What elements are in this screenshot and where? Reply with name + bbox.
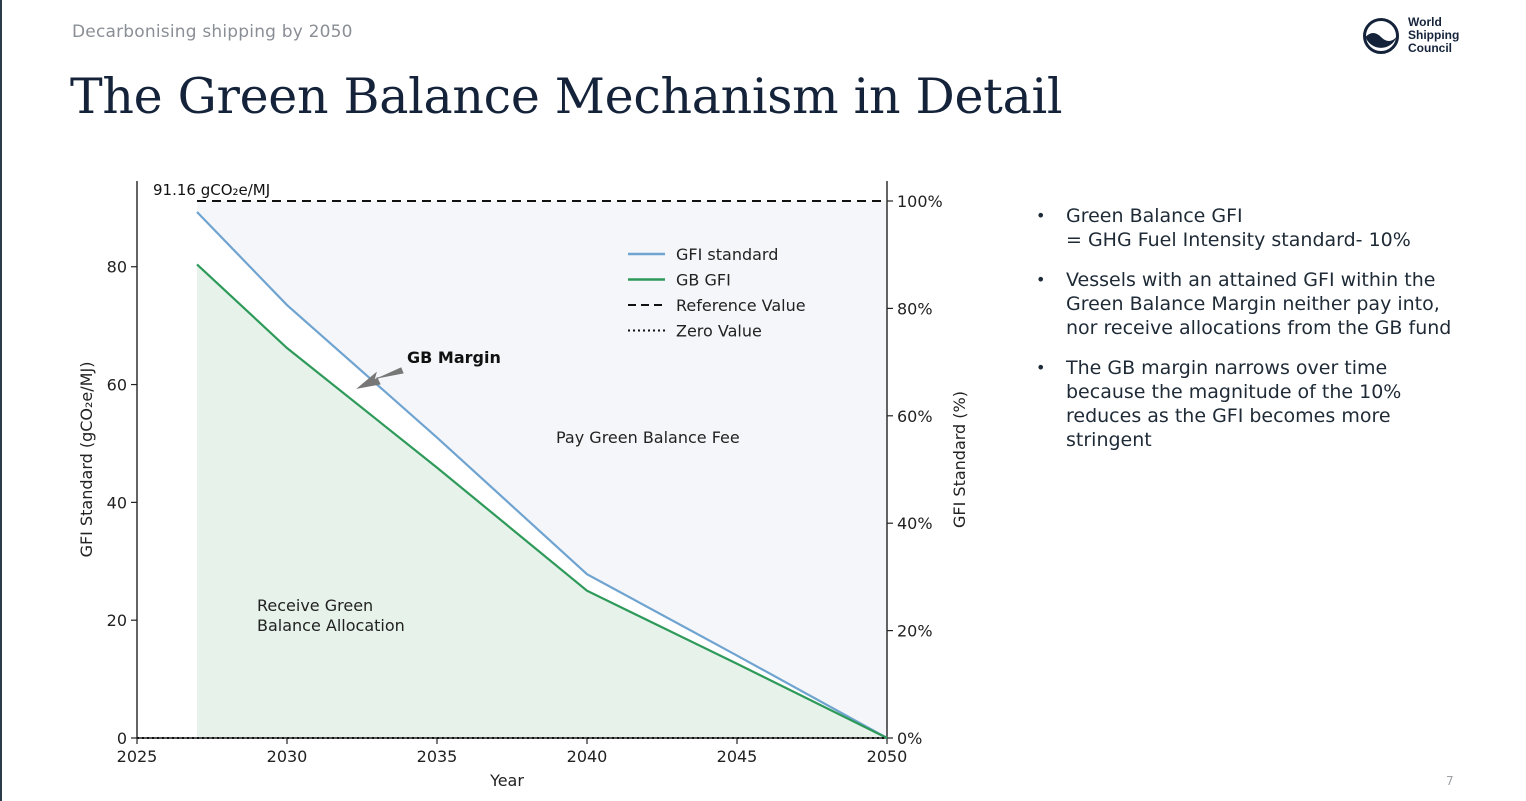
- pay-region-label: Pay Green Balance Fee: [556, 428, 740, 447]
- legend-label: GB GFI: [676, 271, 731, 290]
- pay-region-fill: [197, 201, 887, 738]
- chart-legend: GFI standard GB GFI Reference Value Zero Va…: [628, 245, 806, 341]
- receive-region-label-line-1: Receive Green: [257, 596, 373, 615]
- x-tick-label: 2035: [417, 747, 458, 766]
- y2-tick-label: 80%: [897, 299, 933, 318]
- bullet-green-balance-gfi: Green Balance GFI = GHG Fuel Intensity s…: [1036, 204, 1506, 252]
- bullet-vessels-margin: Vessels with an attained GFI within the …: [1036, 268, 1506, 340]
- x-tick-label: 2045: [717, 747, 758, 766]
- slide-title: The Green Balance Mechanism in Detail: [70, 68, 1063, 125]
- x-tick-label: 2040: [567, 747, 608, 766]
- reference-value-label: 91.16 gCO₂e/MJ: [153, 181, 270, 199]
- wave-circle-icon: [1363, 17, 1399, 54]
- y-tick-label: 40: [107, 493, 127, 512]
- series-line-gb-gfi: [196, 263, 888, 739]
- x-axis-title: Year: [489, 771, 524, 790]
- logo-wordmark: World Shipping Council: [1408, 16, 1459, 55]
- y2-tick-label: 100%: [897, 192, 943, 211]
- receive-region-fill: [197, 264, 887, 738]
- x-tick-label: 2025: [117, 747, 158, 766]
- y2-axis-title: GFI Standard (%): [950, 391, 969, 528]
- green-balance-chart: 2025 2030 2035 2040 2045 20500204060800%20%40…: [77, 181, 969, 790]
- receive-region-label-line-2: Balance Allocation: [257, 616, 405, 635]
- y-tick-label: 0: [117, 729, 127, 748]
- x-tick-label: 2030: [267, 747, 308, 766]
- logo-line-2: Shipping: [1408, 28, 1460, 42]
- bullet-margin-narrows: The GB margin narrows over time because …: [1036, 356, 1506, 452]
- y-tick-label: 80: [107, 258, 127, 277]
- logo-line-3: Council: [1408, 41, 1452, 55]
- y2-tick-label: 60%: [897, 407, 933, 426]
- gb-margin-label: GB Margin: [407, 348, 501, 367]
- y2-tick-label: 40%: [897, 514, 933, 533]
- bullet-list: Green Balance GFI = GHG Fuel Intensity s…: [1036, 204, 1506, 468]
- y-tick-label: 60: [107, 376, 127, 395]
- gb-margin-arrow-icon: [356, 367, 404, 389]
- y2-tick-label: 0%: [897, 729, 922, 748]
- y-axis-title: GFI Standard (gCO₂e/MJ): [77, 362, 96, 558]
- legend-label: Zero Value: [676, 322, 762, 341]
- slide-left-rule: [0, 0, 2, 801]
- logo-line-1: World: [1408, 15, 1442, 29]
- y2-tick-label: 20%: [897, 622, 933, 641]
- x-tick-label: 2050: [867, 747, 908, 766]
- legend-label: GFI standard: [676, 245, 778, 264]
- series-line-gfi-standard: [196, 211, 888, 739]
- page-number: 7: [1446, 774, 1454, 788]
- world-shipping-council-logo: World Shipping Council: [1362, 16, 1459, 55]
- legend-label: Reference Value: [676, 296, 806, 315]
- slide-kicker: Decarbonising shipping by 2050: [72, 22, 353, 42]
- y-tick-label: 20: [107, 611, 127, 630]
